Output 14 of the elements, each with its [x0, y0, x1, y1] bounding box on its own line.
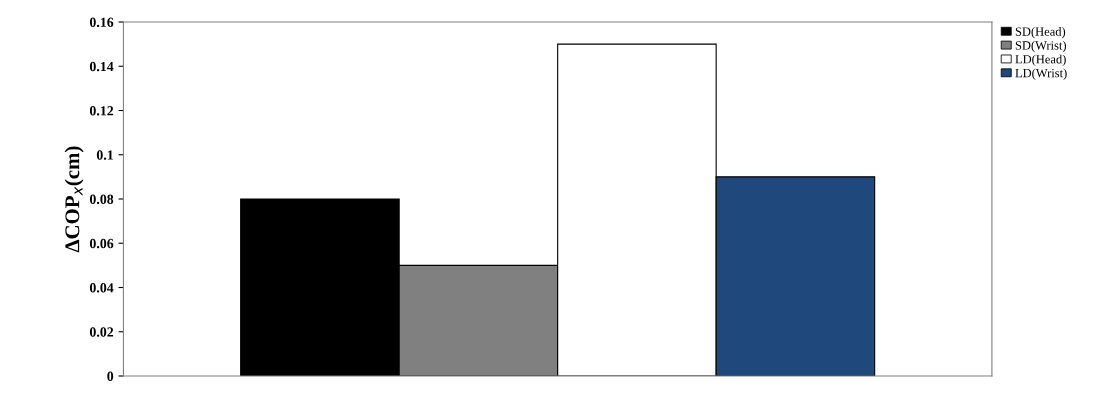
y-tick-label: 0: [107, 371, 114, 381]
legend-label: SD(Head): [1015, 27, 1066, 39]
legend-label: LD(Wrist): [1015, 68, 1067, 80]
y-tick-label: 0.06: [89, 238, 114, 249]
y-axis-title: ΔCOP$_{x}$(cm): [64, 146, 84, 253]
legend-label: LD(Head): [1015, 54, 1066, 67]
legend-label: SD(Wrist): [1015, 40, 1067, 53]
y-tick-label: 0.14: [89, 61, 114, 72]
y-tick-label: 0.04: [89, 283, 114, 293]
y-tick-label: 0.08: [89, 194, 114, 205]
y-tick-label: 0.02: [89, 327, 114, 337]
y-tick-label: 0.1: [96, 150, 113, 160]
y-tick-label: 0.12: [89, 106, 114, 116]
y-tick-label: 0.16: [89, 17, 114, 28]
